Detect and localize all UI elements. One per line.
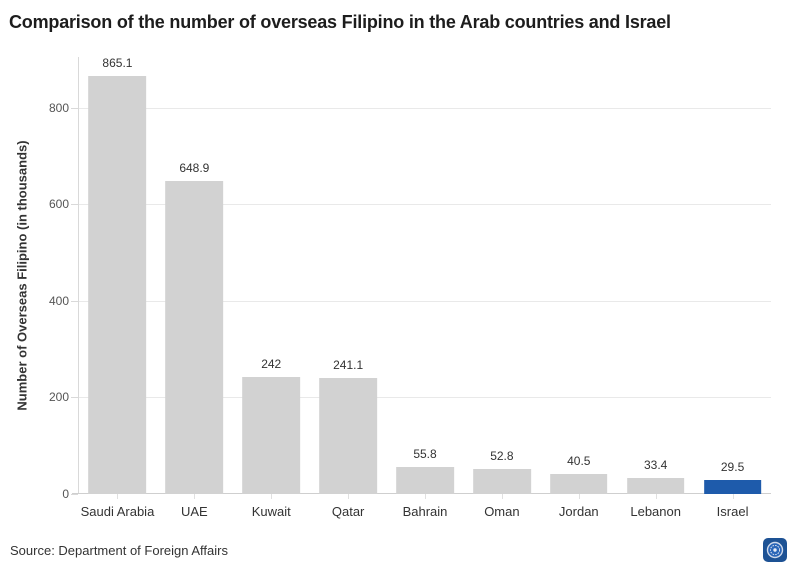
bar-value-label-israel: 29.5 xyxy=(720,459,745,474)
y-tick-mark-200 xyxy=(71,397,78,399)
bar-kuwait xyxy=(242,377,301,494)
chart-title: Comparison of the number of overseas Fil… xyxy=(9,12,671,32)
x-tick-mark-saudi-arabia xyxy=(117,494,119,499)
source-note: Source: Department of Foreign Affairs xyxy=(10,543,228,558)
y-tick-label-800: 800 xyxy=(48,100,69,115)
x-tick-mark-israel xyxy=(732,494,734,499)
bar-slot-israel: 29.5 Israel xyxy=(694,57,771,519)
y-tick-mark-800 xyxy=(71,107,78,109)
gridline-200 xyxy=(79,397,771,399)
x-axis-label-bahrain: Bahrain xyxy=(402,504,448,519)
y-tick-label-200: 200 xyxy=(48,390,69,405)
bar-slot-qatar: 241.1 Qatar xyxy=(310,57,387,519)
x-tick-mark-uae xyxy=(194,494,196,499)
gridline-400 xyxy=(79,300,771,302)
bar-uae xyxy=(165,180,224,494)
x-axis-label-jordan: Jordan xyxy=(558,504,599,519)
seal-icon xyxy=(766,541,784,559)
x-axis-label-israel: Israel xyxy=(716,504,749,519)
x-tick-mark-oman xyxy=(501,494,503,499)
bar-oman xyxy=(473,468,531,494)
gridline-800 xyxy=(79,107,771,109)
bar-value-label-uae: 648.9 xyxy=(179,160,210,175)
y-axis-title: Number of Overseas Filipino (in thousand… xyxy=(14,140,30,411)
y-tick-mark-400 xyxy=(71,300,78,302)
bar-slot-uae: 648.9 UAE xyxy=(156,57,233,519)
bar-slots: 865.1 Saudi Arabia 648.9 UAE 242 Kuwait 241.1 Q… xyxy=(79,56,771,519)
x-tick-mark-bahrain xyxy=(425,494,426,499)
bar-value-label-saudi-arabia: 865.1 xyxy=(102,56,133,71)
bar-slot-lebanon: 33.4 Lebanon xyxy=(617,57,694,519)
x-tick-mark-jordan xyxy=(578,494,580,499)
bar-bahrain xyxy=(396,467,454,494)
x-tick-mark-lebanon xyxy=(655,494,657,499)
x-axis-label-qatar: Qatar xyxy=(331,504,365,519)
y-tick-mark-600 xyxy=(71,204,78,206)
bar-slot-oman: 52.8 Oman xyxy=(463,57,540,519)
bar-slot-jordan: 40.5 Jordan xyxy=(540,57,617,519)
bar-slot-kuwait: 242 Kuwait xyxy=(233,57,310,519)
x-tick-mark-qatar xyxy=(348,494,350,499)
y-tick-label-400: 400 xyxy=(48,293,69,308)
x-axis-label-saudi-arabia: Saudi Arabia xyxy=(80,504,155,519)
bar-jordan xyxy=(549,474,608,494)
y-tick-label-600: 600 xyxy=(48,197,69,212)
bar-slot-bahrain: 55.8 Bahrain xyxy=(387,57,464,519)
bar-value-label-jordan: 40.5 xyxy=(567,454,591,469)
bar-lebanon xyxy=(626,477,685,494)
y-tick-mark-0 xyxy=(71,494,78,495)
attribution-badge[interactable] xyxy=(763,538,787,562)
gridline-600 xyxy=(79,204,771,206)
x-axis-label-lebanon: Lebanon xyxy=(630,504,681,519)
plot-area: 0 200 400 600 800 865.1 Saudi Arabia 648.9 UAE 24… xyxy=(49,56,771,519)
bar-value-label-qatar: 241.1 xyxy=(333,357,364,372)
x-tick-mark-kuwait xyxy=(271,494,273,499)
bar-value-label-bahrain: 55.8 xyxy=(413,447,437,462)
x-axis-label-uae: UAE xyxy=(180,504,208,519)
bar-value-label-oman: 52.8 xyxy=(490,448,514,463)
bar-qatar xyxy=(319,377,377,494)
x-axis-label-kuwait: Kuwait xyxy=(251,504,291,519)
bar-slot-saudi-arabia: 865.1 Saudi Arabia xyxy=(79,56,156,519)
bar-value-label-kuwait: 242 xyxy=(261,357,282,372)
x-axis-label-oman: Oman xyxy=(484,504,520,519)
bar-saudi-arabia xyxy=(88,76,147,494)
bar-israel xyxy=(703,479,762,494)
bar-value-label-lebanon: 33.4 xyxy=(643,457,668,472)
y-tick-label-0: 0 xyxy=(62,487,69,501)
